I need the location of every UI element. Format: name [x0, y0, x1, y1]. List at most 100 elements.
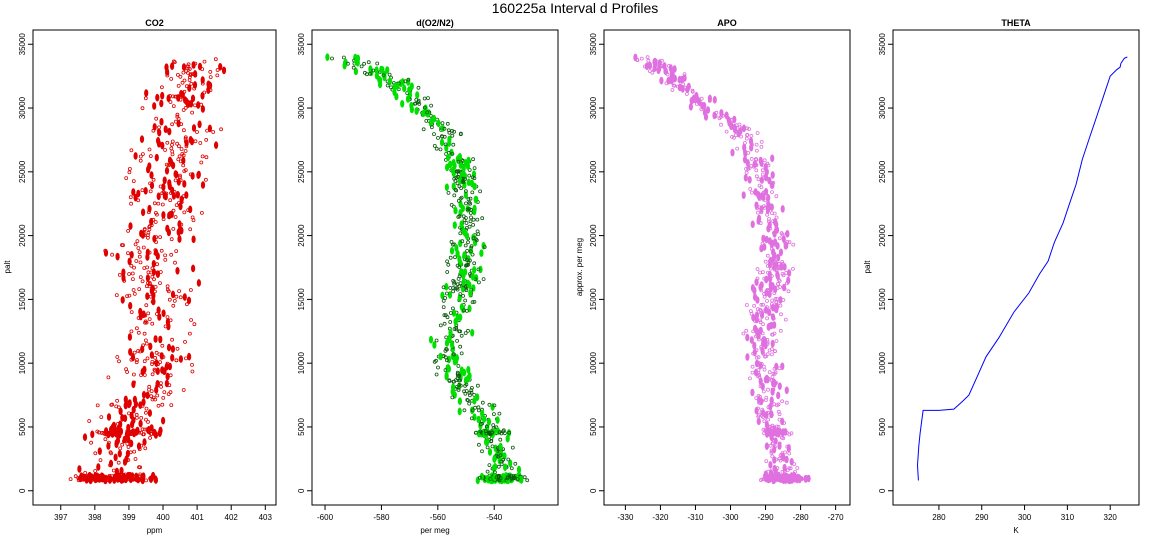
- data-point: [127, 293, 132, 298]
- y-tick-label: 15000: [297, 288, 306, 311]
- panel-theta: THETA K palt 280 290 300 310 320 0 5000 10000 1…: [863, 18, 1140, 535]
- data-point: [183, 139, 188, 144]
- data-point: [760, 382, 765, 391]
- x-tick-label: -310: [687, 513, 704, 522]
- data-point: [471, 222, 476, 227]
- data-point: [762, 367, 767, 372]
- data-point: [191, 124, 197, 132]
- data-point: [695, 96, 701, 104]
- data-point: [453, 317, 458, 326]
- data-point: [478, 189, 483, 194]
- data-point: [498, 476, 503, 481]
- data-point: [117, 449, 122, 458]
- data-point: [187, 67, 192, 71]
- data-point: [462, 268, 468, 276]
- data-point: [77, 465, 82, 473]
- data-point: [173, 94, 178, 99]
- data-point: [143, 313, 148, 318]
- data-point: [172, 60, 177, 65]
- data-point: [745, 303, 749, 307]
- data-point: [447, 334, 452, 343]
- data-point: [402, 84, 407, 93]
- data-point: [690, 88, 695, 93]
- data-point: [130, 271, 135, 276]
- data-point: [762, 294, 767, 299]
- data-point: [160, 141, 165, 150]
- theta-line: [916, 56, 1128, 481]
- data-point: [113, 453, 118, 462]
- data-point: [784, 455, 789, 464]
- data-point: [747, 176, 752, 184]
- data-point: [181, 70, 186, 75]
- data-point: [759, 346, 764, 351]
- data-point: [452, 162, 457, 170]
- data-point: [147, 317, 152, 322]
- data-point: [765, 287, 770, 292]
- data-point: [76, 475, 81, 480]
- data-point: [130, 420, 135, 429]
- data-point: [458, 176, 463, 185]
- data-point: [469, 416, 474, 421]
- data-point: [175, 112, 180, 117]
- data-point: [193, 61, 198, 66]
- data-point: [171, 208, 176, 213]
- data-point: [192, 81, 198, 89]
- data-point: [770, 190, 774, 195]
- data-point: [138, 403, 142, 407]
- data-point: [458, 281, 463, 286]
- data-point: [776, 402, 781, 407]
- data-point: [158, 235, 163, 240]
- panel-title: APO: [717, 18, 737, 28]
- data-point: [132, 350, 137, 355]
- data-point: [149, 389, 154, 394]
- data-point: [764, 235, 769, 244]
- data-point: [776, 281, 780, 286]
- data-point: [436, 135, 440, 140]
- data-point: [150, 284, 155, 293]
- data-point: [153, 335, 158, 343]
- data-point: [103, 437, 108, 442]
- data-point: [773, 475, 778, 480]
- data-point: [445, 153, 451, 162]
- data-point: [467, 173, 472, 178]
- data-point: [76, 478, 81, 483]
- y-tick-label: 25000: [878, 160, 887, 183]
- data-point: [155, 252, 160, 261]
- data-point: [153, 355, 158, 360]
- data-point: [166, 228, 171, 237]
- data-point: [441, 285, 446, 290]
- data-point: [143, 96, 148, 101]
- data-point: [381, 73, 386, 78]
- data-point: [719, 109, 724, 117]
- data-point: [139, 415, 144, 420]
- data-point: [781, 235, 786, 243]
- data-point: [460, 179, 465, 184]
- data-point: [473, 195, 478, 204]
- data-point: [129, 310, 134, 315]
- data-point: [123, 475, 128, 484]
- data-point: [755, 267, 760, 271]
- data-point: [780, 429, 785, 434]
- data-point: [752, 349, 757, 354]
- data-point: [186, 62, 191, 67]
- data-point: [115, 252, 120, 261]
- data-point: [767, 221, 772, 229]
- data-point: [766, 308, 772, 317]
- data-point: [129, 473, 134, 478]
- data-point: [142, 227, 147, 231]
- data-point: [784, 270, 789, 275]
- data-point: [763, 259, 768, 264]
- data-point: [191, 264, 196, 273]
- data-point: [478, 422, 483, 427]
- data-point: [502, 463, 508, 472]
- data-point: [180, 196, 185, 201]
- data-point: [221, 66, 227, 75]
- y-tick-label: 20000: [878, 224, 887, 247]
- data-point: [761, 190, 766, 195]
- y-tick-label: 35000: [297, 33, 306, 56]
- data-point: [465, 248, 470, 253]
- data-point: [452, 193, 457, 198]
- data-point: [385, 66, 390, 74]
- data-point: [472, 266, 477, 274]
